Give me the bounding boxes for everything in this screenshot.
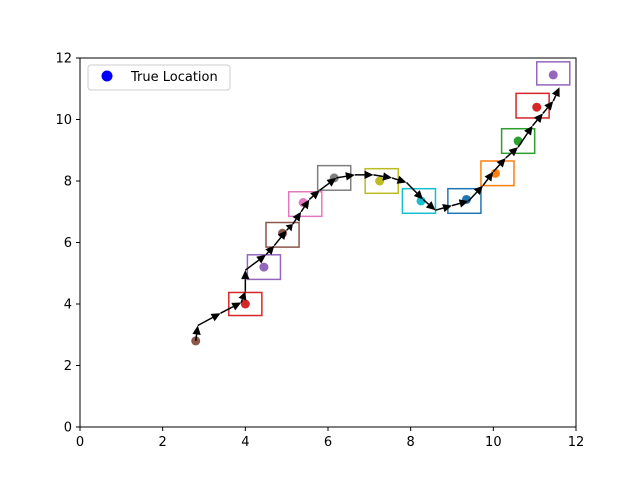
trajectory-segment bbox=[435, 207, 444, 211]
trajectory-segment bbox=[391, 177, 399, 181]
y-tick-label: 6 bbox=[64, 236, 72, 251]
trajectory-arrowhead bbox=[544, 101, 554, 111]
trajectory-segment bbox=[197, 316, 213, 327]
trajectory-segment bbox=[482, 178, 489, 187]
true-location-point bbox=[513, 136, 523, 146]
trajectory-arrowhead bbox=[210, 313, 221, 322]
true-location-point bbox=[375, 176, 385, 186]
trajectory-segment bbox=[273, 236, 282, 247]
trajectory-arrowhead bbox=[292, 211, 302, 222]
x-tick-label: 6 bbox=[324, 435, 332, 450]
true-location-point bbox=[548, 70, 558, 80]
y-tick-label: 10 bbox=[55, 113, 72, 128]
trajectory-arrowhead bbox=[533, 113, 543, 123]
estimate-box bbox=[535, 61, 571, 86]
trajectory-segment bbox=[517, 132, 529, 148]
y-axis-ticks: 0 2 4 6 8 10 12 bbox=[55, 52, 80, 436]
trajectory-arrowhead bbox=[413, 190, 424, 200]
x-tick-label: 0 bbox=[76, 435, 84, 450]
legend: True Location bbox=[87, 64, 231, 91]
estimate-box bbox=[480, 160, 515, 187]
trajectory-segment bbox=[286, 227, 290, 231]
plot-frame bbox=[79, 57, 577, 428]
trajectory-segment bbox=[240, 298, 244, 303]
y-tick-label: 8 bbox=[64, 175, 72, 190]
trajectory-arrowhead bbox=[300, 199, 310, 210]
true-location-point bbox=[532, 102, 542, 112]
x-tick-label: 4 bbox=[241, 435, 249, 450]
trajectory-arrowhead bbox=[238, 291, 247, 301]
trajectory-arrowhead bbox=[484, 171, 494, 182]
trajectory-layer bbox=[192, 87, 560, 341]
trajectory-segment bbox=[220, 305, 234, 314]
true-location-point bbox=[259, 262, 269, 272]
trajectory-arrowhead bbox=[192, 325, 201, 336]
estimate-box bbox=[447, 187, 482, 215]
trajectory-arrowhead bbox=[458, 199, 469, 208]
x-tick-label: 10 bbox=[485, 435, 502, 450]
estimate-box bbox=[287, 191, 323, 218]
trajectory-arrowhead bbox=[256, 254, 266, 264]
trajectory-arrowhead bbox=[524, 125, 533, 136]
trajectory-segment bbox=[505, 152, 512, 159]
trajectory-segment bbox=[373, 174, 384, 178]
legend-frame bbox=[87, 64, 231, 91]
estimate-box-layer bbox=[228, 61, 571, 317]
estimate-box bbox=[316, 164, 352, 191]
y-tick-label: 4 bbox=[64, 298, 72, 313]
y-tick-label: 2 bbox=[64, 359, 72, 374]
trajectory-arrowhead bbox=[326, 177, 337, 187]
trajectory-arrowhead bbox=[277, 230, 287, 240]
trajectory-arrowhead bbox=[425, 201, 436, 211]
trajectory-segment bbox=[542, 107, 549, 114]
trajectory-arrowhead bbox=[396, 175, 407, 184]
trajectory-arrowhead bbox=[496, 157, 506, 168]
trajectory-segment bbox=[336, 175, 347, 179]
trajectory-arrowhead bbox=[551, 87, 560, 98]
trajectory-segment bbox=[405, 182, 418, 194]
estimate-box bbox=[500, 127, 536, 155]
estimate-box bbox=[265, 221, 300, 248]
true-location-layer bbox=[191, 70, 558, 346]
trajectory-arrowhead bbox=[310, 190, 320, 200]
estimate-box bbox=[246, 254, 282, 281]
x-tick-label: 2 bbox=[159, 435, 167, 450]
trajectory-arrowhead bbox=[285, 224, 293, 232]
trajectory-segment bbox=[319, 182, 330, 191]
trajectory-arrowhead bbox=[364, 170, 374, 180]
trajectory-arrowhead bbox=[345, 172, 355, 181]
trajectory-segment bbox=[552, 95, 557, 102]
trajectory-arrowhead bbox=[382, 172, 393, 181]
trajectory-segment bbox=[532, 119, 538, 127]
trajectory-segment bbox=[300, 206, 306, 213]
x-tick-label: 12 bbox=[568, 435, 585, 450]
trajectory-segment bbox=[467, 191, 478, 202]
x-tick-label: 8 bbox=[407, 435, 415, 450]
trajectory-arrowhead bbox=[231, 302, 242, 311]
estimate-box bbox=[401, 187, 437, 215]
trajectory-arrowhead bbox=[265, 245, 275, 255]
trajectory-segment bbox=[492, 164, 501, 173]
trajectory-segment bbox=[244, 259, 260, 271]
trajectory-segment bbox=[194, 334, 198, 341]
x-axis-ticks: 0 2 4 6 8 10 12 bbox=[76, 427, 584, 450]
trajectory-segment bbox=[308, 195, 314, 201]
trajectory-segment bbox=[265, 251, 270, 256]
y-tick-label: 12 bbox=[55, 52, 72, 67]
trajectory-arrowhead bbox=[473, 185, 483, 196]
true-location-point bbox=[240, 299, 250, 309]
trajectory-arrowhead bbox=[241, 270, 250, 280]
trajectory-segment bbox=[451, 202, 461, 207]
trajectory-arrowhead bbox=[442, 203, 452, 213]
trajectory-segment bbox=[422, 198, 430, 205]
true-location-point bbox=[416, 196, 426, 206]
legend-marker bbox=[101, 70, 113, 82]
y-tick-label: 0 bbox=[64, 421, 72, 436]
trajectory-segment bbox=[292, 218, 297, 225]
trajectory-arrowhead bbox=[508, 147, 519, 157]
legend-label: True Location bbox=[130, 70, 218, 85]
